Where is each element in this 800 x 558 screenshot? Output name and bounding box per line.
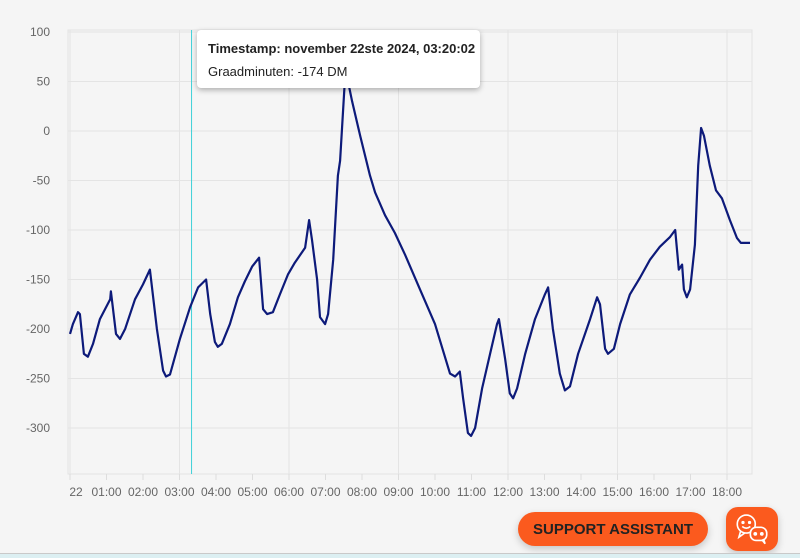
x-tick-label: 03:00 bbox=[164, 485, 194, 499]
chat-bot-icon bbox=[736, 514, 768, 545]
y-tick-label: 0 bbox=[43, 124, 50, 138]
x-tick-label: 10:00 bbox=[420, 485, 450, 499]
chart-tooltip: Timestamp: november 22ste 2024, 03:20:02… bbox=[197, 30, 480, 88]
x-tick-label: 08:00 bbox=[347, 485, 377, 499]
x-tick-label: 11:00 bbox=[457, 485, 486, 499]
x-tick-label: 17:00 bbox=[675, 485, 705, 499]
support-assistant-button[interactable]: SUPPORT ASSISTANT bbox=[518, 512, 708, 546]
x-tick-label: 07:00 bbox=[310, 485, 340, 499]
y-tick-label: -200 bbox=[26, 322, 50, 336]
y-tick-label: -250 bbox=[26, 372, 50, 386]
plot-area bbox=[67, 29, 753, 475]
y-tick-label: 100 bbox=[30, 25, 50, 39]
x-tick-label: 22 bbox=[69, 485, 83, 499]
x-tick-label: 04:00 bbox=[201, 485, 231, 499]
support-assistant-label: SUPPORT ASSISTANT bbox=[532, 520, 693, 538]
x-tick-label: 12:00 bbox=[493, 485, 523, 499]
x-tick-label: 18:00 bbox=[712, 485, 742, 499]
y-tick-label: -300 bbox=[26, 421, 50, 435]
y-tick-label: -100 bbox=[26, 223, 50, 237]
x-tick-label: 02:00 bbox=[128, 485, 158, 499]
chat-bot-button[interactable] bbox=[726, 507, 778, 551]
x-tick-label: 14:00 bbox=[566, 485, 596, 499]
x-tick-label: 13:00 bbox=[529, 485, 559, 499]
x-tick-label: 01:00 bbox=[91, 485, 121, 499]
x-tick-label: 06:00 bbox=[274, 485, 304, 499]
bottom-bar bbox=[0, 553, 800, 558]
y-tick-label: -150 bbox=[26, 273, 50, 287]
tooltip-timestamp: Timestamp: november 22ste 2024, 03:20:02 bbox=[208, 41, 476, 56]
x-tick-label: 16:00 bbox=[639, 485, 669, 499]
x-tick-label: 05:00 bbox=[237, 485, 267, 499]
series-line-graadminuten bbox=[68, 75, 750, 437]
y-tick-label: 50 bbox=[37, 75, 51, 89]
tooltip-value: Graadminuten: -174 DM bbox=[208, 64, 348, 79]
x-tick-label: 15:00 bbox=[602, 485, 632, 499]
x-tick-label: 09:00 bbox=[383, 485, 413, 499]
y-tick-label: -50 bbox=[33, 174, 51, 188]
